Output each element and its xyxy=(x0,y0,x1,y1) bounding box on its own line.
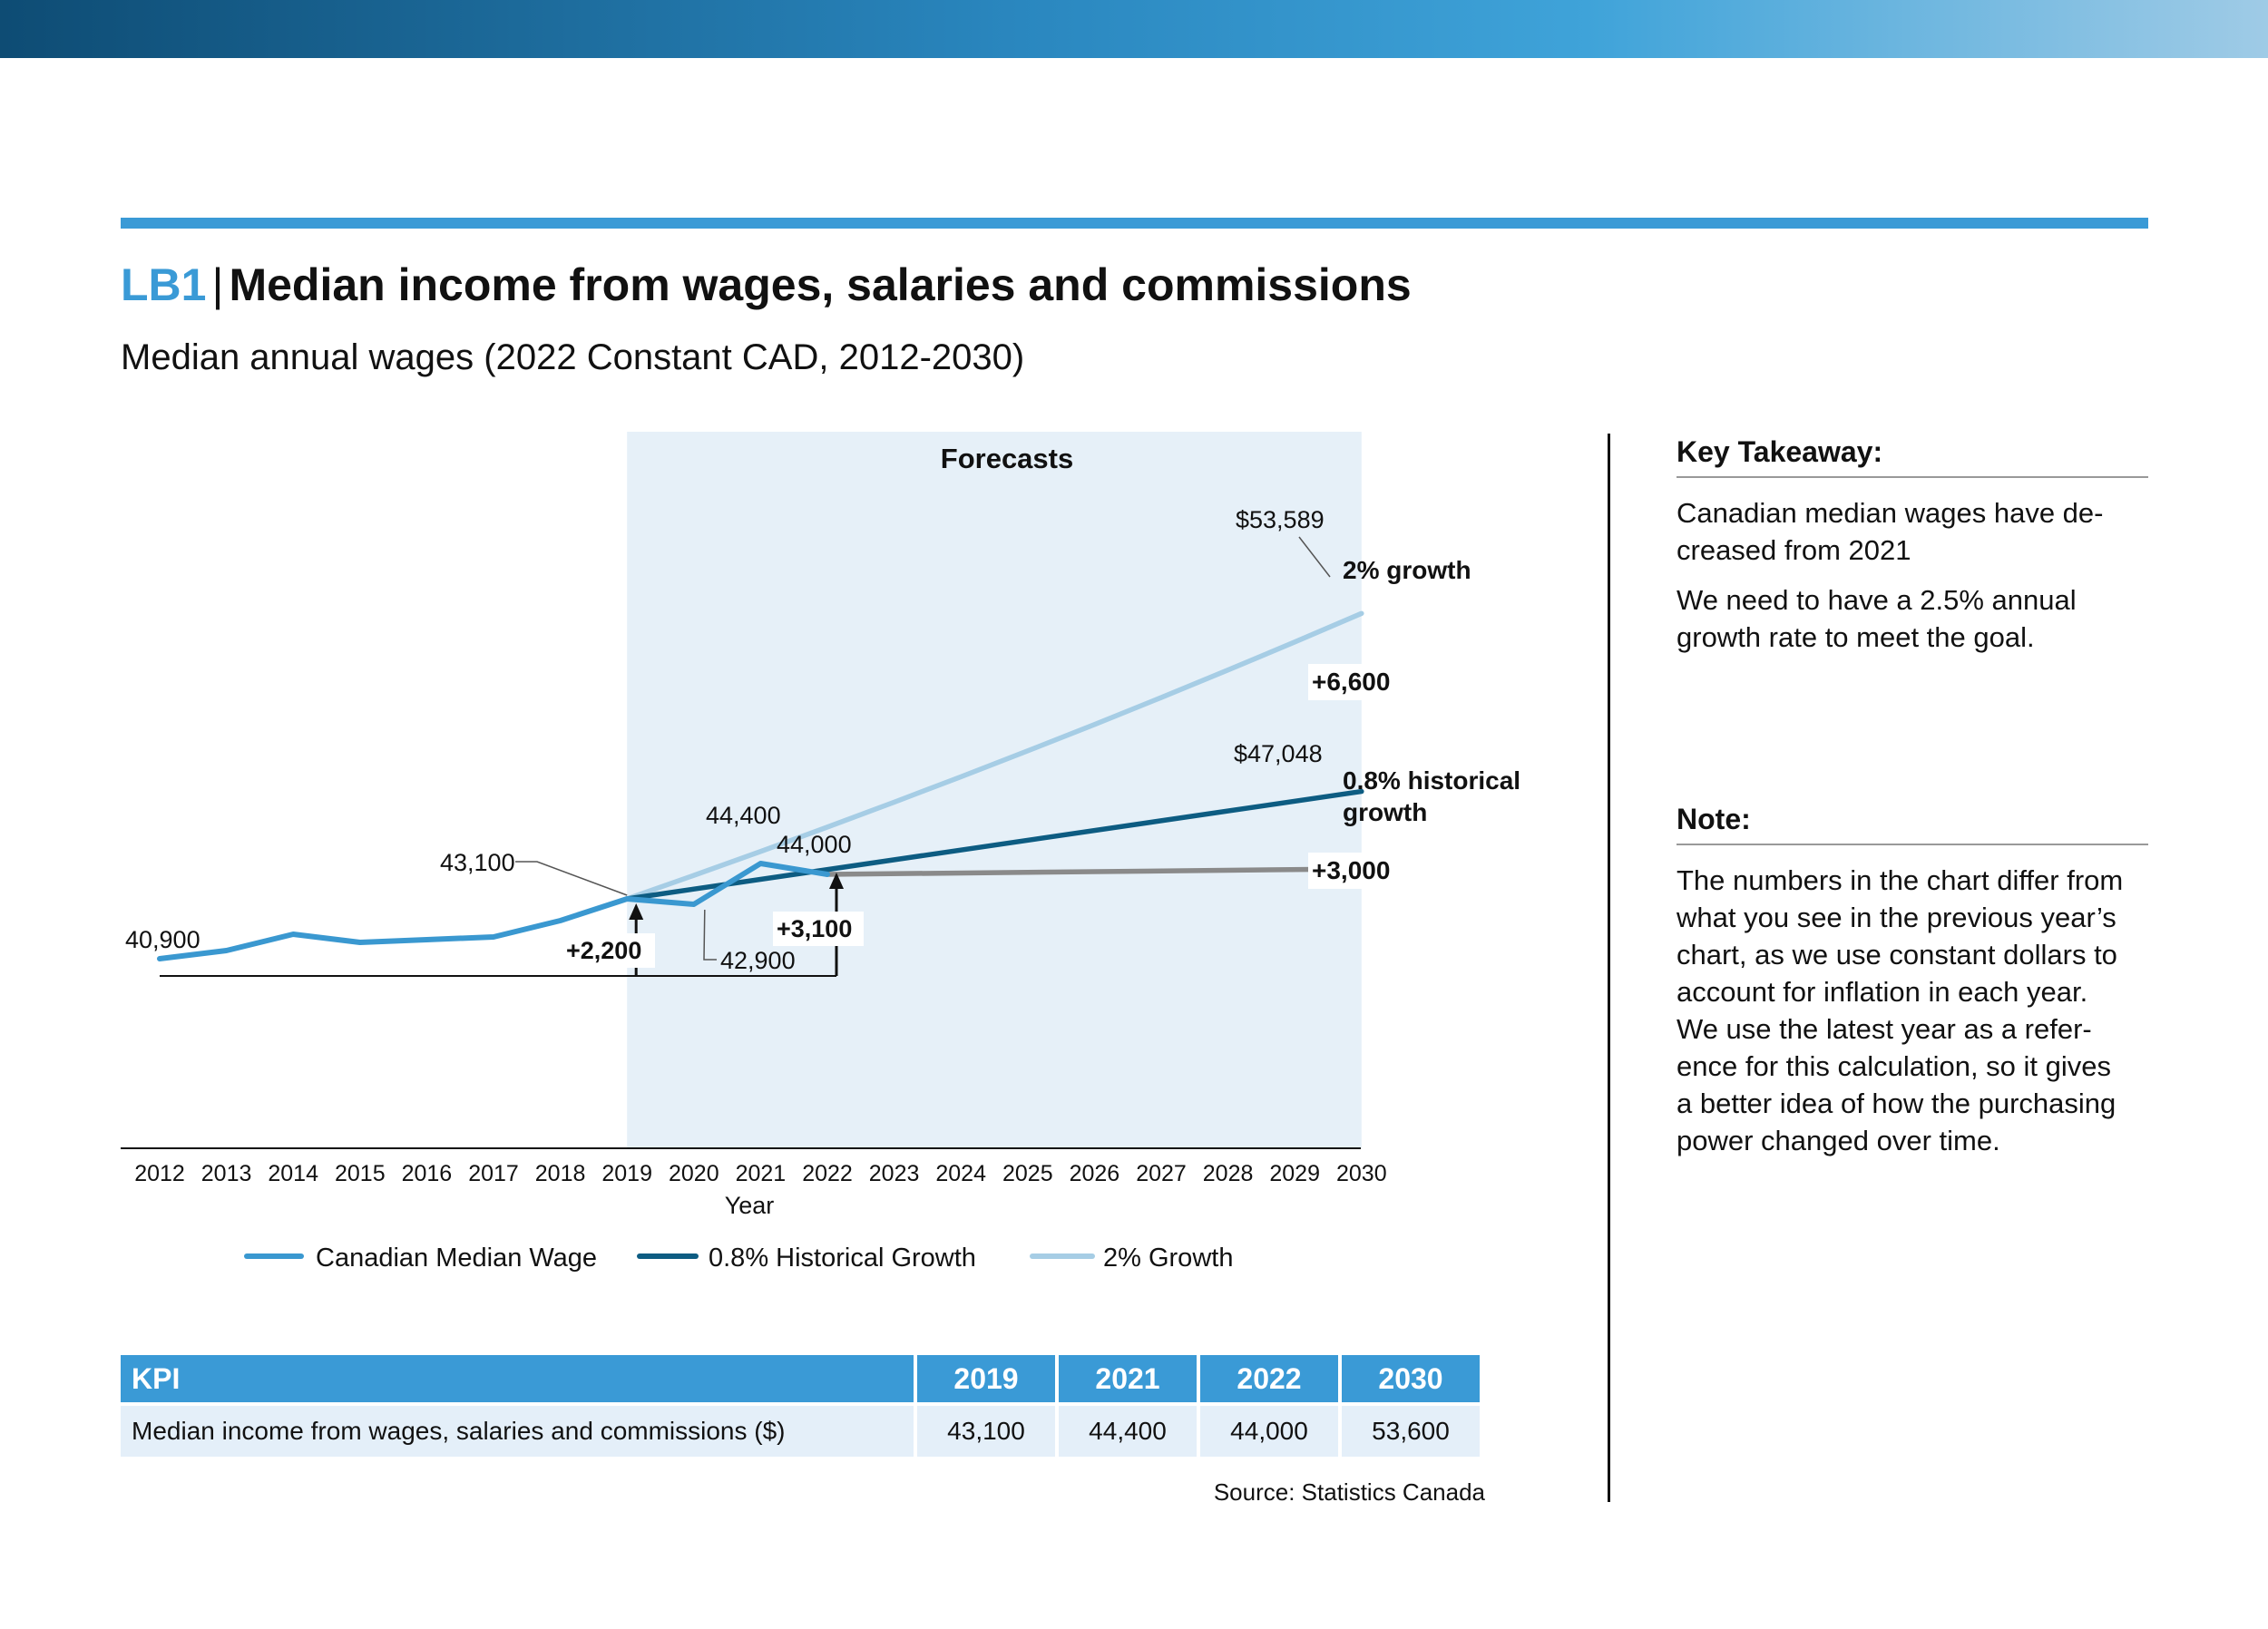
leader-2pct-end xyxy=(1298,536,1331,578)
label-delta-3000: +3,000 xyxy=(1312,856,1390,884)
label-delta-2200: +2,200 xyxy=(566,937,641,964)
note-panel: Note: The numbers in the chart differ fr… xyxy=(1677,803,2148,1159)
label-2020: 42,900 xyxy=(720,947,796,974)
kpi-value-2021: 44,400 xyxy=(1059,1406,1197,1457)
kpi-table: KPI 2019 2021 2022 2030 Median income fr… xyxy=(117,1351,1483,1460)
note-line: We use the latest year as a refer- xyxy=(1677,1013,2092,1045)
label-2pct-end-value: $53,589 xyxy=(1236,506,1325,533)
x-tick-label: 2018 xyxy=(535,1161,586,1186)
kpi-header-row: KPI 2019 2021 2022 2030 xyxy=(121,1355,1480,1402)
arrow-2200-head xyxy=(629,903,644,920)
title-separator: | xyxy=(211,259,224,310)
kpi-value-2030: 53,600 xyxy=(1342,1406,1480,1457)
x-tick-label: 2027 xyxy=(1136,1161,1187,1186)
takeaway-p2-line-1: We need to have a 2.5% annual xyxy=(1677,584,2077,616)
label-box-6600 xyxy=(1308,664,1403,700)
leader-2020 xyxy=(703,909,717,961)
top-gradient-bar xyxy=(0,0,2268,58)
x-tick-label: 2030 xyxy=(1336,1161,1387,1186)
label-box-2200 xyxy=(562,933,655,968)
takeaway-heading: Key Takeaway: xyxy=(1677,435,2148,478)
label-2019: 43,100 xyxy=(440,849,515,876)
chart-subtitle: Median annual wages (2022 Constant CAD, … xyxy=(121,337,1025,377)
forecast-band xyxy=(627,432,1362,1148)
kpi-value-2019: 43,100 xyxy=(917,1406,1055,1457)
x-tick-label: 2014 xyxy=(268,1161,318,1186)
takeaway-p2-line-2: growth rate to meet the goal. xyxy=(1677,621,2035,653)
note-heading: Note: xyxy=(1677,803,2148,845)
kpi-header-2021: 2021 xyxy=(1059,1355,1197,1402)
note-line: a better idea of how the purchasing xyxy=(1677,1088,2116,1119)
source-note: Source: Statistics Canada xyxy=(1213,1478,1485,1506)
x-tick-label: 2013 xyxy=(201,1161,252,1186)
label-delta-6600: +6,600 xyxy=(1312,668,1390,696)
key-takeaway-panel: Key Takeaway: Canadian median wages have… xyxy=(1677,435,2148,656)
x-tick-label: 2020 xyxy=(669,1161,719,1186)
kpi-name-cell: Median income from wages, salaries and c… xyxy=(121,1406,914,1457)
title-text: Median income from wages, salaries and c… xyxy=(229,259,1412,310)
title-code: LB1 xyxy=(121,259,207,310)
note-text: The numbers in the chart differ from wha… xyxy=(1677,862,2148,1159)
kpi-header-2022: 2022 xyxy=(1200,1355,1338,1402)
x-tick-label: 2029 xyxy=(1269,1161,1320,1186)
note-line: what you see in the previous year’s xyxy=(1677,902,2116,933)
label-box-3000 xyxy=(1308,853,1403,889)
label-2012: 40,900 xyxy=(125,926,200,953)
x-tick-label: 2019 xyxy=(601,1161,652,1186)
legend-label-0: Canadian Median Wage xyxy=(316,1244,597,1273)
legend-label-1: 0.8% Historical Growth xyxy=(709,1244,976,1273)
label-box-3100 xyxy=(773,912,864,946)
note-line: power changed over time. xyxy=(1677,1125,2000,1156)
note-line: account for inflation in each year. xyxy=(1677,976,2088,1008)
x-tick-label: 2012 xyxy=(134,1161,185,1186)
label-2021: 44,400 xyxy=(706,802,781,829)
kpi-header-kpi: KPI xyxy=(121,1355,914,1402)
leader-2019 xyxy=(515,861,628,896)
forecast-label: Forecasts xyxy=(941,443,1073,474)
x-tick-label: 2022 xyxy=(802,1161,853,1186)
label-delta-3100: +3,100 xyxy=(777,915,852,942)
kpi-header-2019: 2019 xyxy=(917,1355,1055,1402)
label-hist-series-1: 0.8% historical xyxy=(1343,766,1520,795)
x-tick-label: 2026 xyxy=(1070,1161,1120,1186)
series-line-2pct-growth xyxy=(624,610,1364,902)
label-hist-series-2: growth xyxy=(1343,798,1427,826)
page-title: LB1 | Median income from wages, salaries a… xyxy=(121,258,1412,311)
label-2pct-series: 2% growth xyxy=(1343,556,1471,584)
x-tick-label: 2021 xyxy=(736,1161,787,1186)
title-rule xyxy=(121,218,2148,229)
note-line: The numbers in the chart differ from xyxy=(1677,864,2124,896)
takeaway-text-2: We need to have a 2.5% annual growth rat… xyxy=(1677,581,2148,656)
takeaway-line-2: creased from 2021 xyxy=(1677,534,1911,566)
x-tick-label: 2025 xyxy=(1002,1161,1053,1186)
wage-line-chart: Forecasts 2012 2013 2014 2015 2016 2017 2018 201… xyxy=(121,432,1520,1273)
x-tick-label: 2028 xyxy=(1203,1161,1254,1186)
label-hist-end-value: $47,048 xyxy=(1234,740,1323,767)
label-2022: 44,000 xyxy=(777,831,852,858)
x-tick-label: 2017 xyxy=(468,1161,519,1186)
note-line: ence for this calculation, so it gives xyxy=(1677,1050,2112,1082)
series-line-flat-baseline xyxy=(825,866,1364,877)
table-row: Median income from wages, salaries and c… xyxy=(121,1406,1480,1457)
x-tick-label: 2023 xyxy=(869,1161,920,1186)
series-line-median-wage xyxy=(157,861,830,961)
kpi-header-2030: 2030 xyxy=(1342,1355,1480,1402)
x-tick-label: 2015 xyxy=(335,1161,386,1186)
takeaway-line-1: Canadian median wages have de- xyxy=(1677,497,2104,529)
arrow-3100-head xyxy=(829,873,844,889)
x-axis-title: Year xyxy=(725,1192,775,1219)
kpi-value-2022: 44,000 xyxy=(1200,1406,1338,1457)
note-line: chart, as we use constant dollars to xyxy=(1677,939,2117,971)
x-tick-label: 2024 xyxy=(935,1161,986,1186)
series-line-historical-growth xyxy=(624,788,1364,902)
x-tick-label: 2016 xyxy=(402,1161,453,1186)
takeaway-text-1: Canadian median wages have de- creased f… xyxy=(1677,494,2148,569)
legend-label-2: 2% Growth xyxy=(1103,1244,1233,1273)
section-divider xyxy=(1608,434,1610,1502)
